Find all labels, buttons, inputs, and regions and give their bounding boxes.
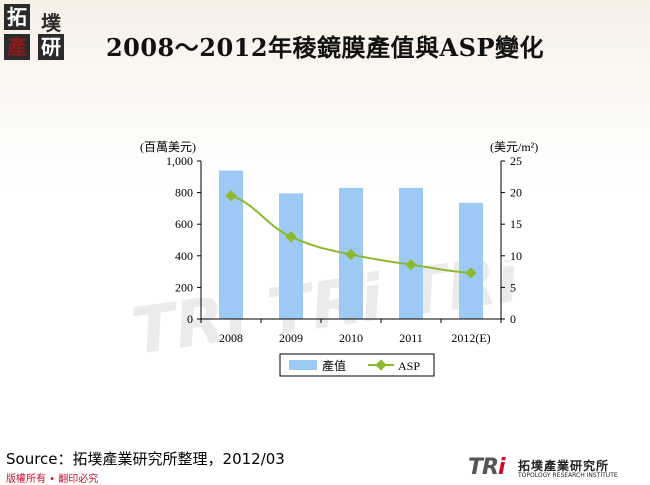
right-tick-label: 15 bbox=[510, 217, 522, 231]
copyright-note: 版權所有 • 翻印必究 bbox=[6, 474, 99, 485]
left-tick-label: 0 bbox=[187, 312, 193, 326]
brand-logo: TRi 拓墣產業研究所 TOPOLOGY RESEARCH INSTITUTE bbox=[468, 455, 648, 483]
y-right-label: (美元/m²) bbox=[490, 140, 538, 154]
left-tick-label: 800 bbox=[175, 186, 193, 200]
right-tick-label: 5 bbox=[510, 280, 516, 294]
point-asp-2011 bbox=[405, 258, 417, 271]
left-tick-label: 600 bbox=[175, 217, 193, 231]
brand-mark: TRi bbox=[468, 455, 505, 480]
bar-2012(E) bbox=[459, 202, 483, 319]
x-tick-label: 2008 bbox=[219, 331, 243, 345]
brand-mark-a: TR bbox=[468, 455, 499, 480]
logo: 拓 墣 產 研 bbox=[4, 4, 70, 60]
brand-name-cn: 拓墣產業研究所 bbox=[518, 459, 610, 473]
logo-char-3: 產 bbox=[4, 34, 30, 60]
brand-mark-b: i bbox=[497, 455, 505, 480]
right-tick-label: 20 bbox=[510, 186, 522, 200]
logo-char-4: 研 bbox=[38, 34, 64, 60]
point-asp-2012(E) bbox=[465, 267, 477, 279]
legend-swatch-marker bbox=[375, 359, 387, 371]
brand-name-en: TOPOLOGY RESEARCH INSTITUTE bbox=[518, 472, 618, 479]
x-tick-label: 2009 bbox=[279, 331, 303, 345]
left-tick-label: 1,000 bbox=[166, 154, 193, 168]
bar-2009 bbox=[279, 193, 303, 319]
source-note: Source：拓墣產業研究所整理，2012/03 bbox=[6, 450, 285, 468]
page-title: 2008～2012年稜鏡膜產值與ASP變化 bbox=[105, 33, 545, 62]
logo-char-1: 拓 bbox=[4, 4, 30, 30]
right-tick-label: 10 bbox=[510, 249, 522, 263]
point-asp-2009 bbox=[285, 231, 297, 243]
legend-swatch-bar bbox=[289, 360, 317, 370]
left-tick-label: 200 bbox=[175, 280, 193, 294]
right-tick-label: 25 bbox=[510, 154, 522, 168]
point-asp-2008 bbox=[225, 190, 237, 202]
legend-label-bar: 產值 bbox=[322, 358, 346, 373]
x-tick-label: 2010 bbox=[339, 331, 363, 345]
right-tick-label: 0 bbox=[510, 312, 516, 326]
legend-box bbox=[279, 353, 435, 377]
logo-char-2: 墣 bbox=[41, 11, 61, 35]
y-left-label: (百萬美元) bbox=[140, 140, 196, 154]
chart: 0 200 400 600 800 1,000 0 5 10 15 20 25 2008 2009 2010… bbox=[140, 140, 538, 377]
legend-label-line: ASP bbox=[398, 359, 420, 373]
bar-2011 bbox=[399, 187, 423, 319]
left-tick-label: 400 bbox=[175, 249, 193, 263]
x-tick-label: 2011 bbox=[399, 331, 423, 345]
x-tick-label: 2012(E) bbox=[451, 331, 490, 345]
point-asp-2010 bbox=[345, 248, 357, 261]
